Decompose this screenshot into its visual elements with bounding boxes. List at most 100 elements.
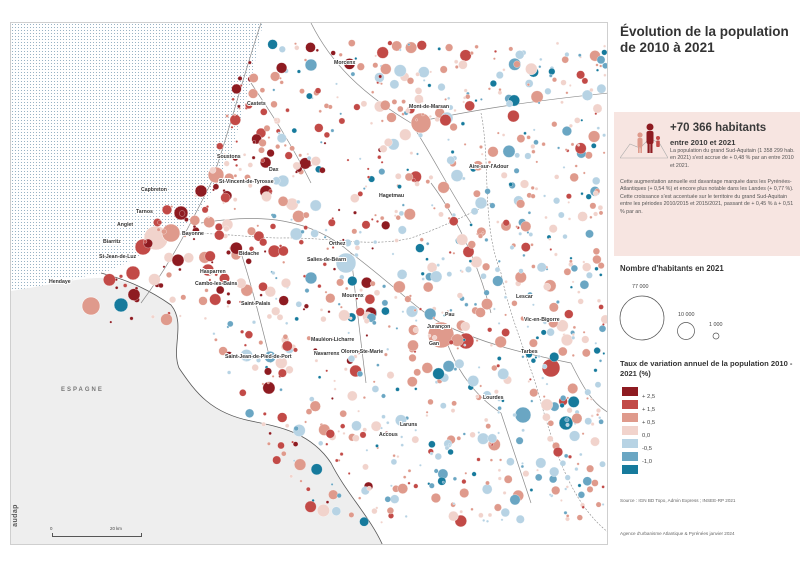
- commune-circle[interactable]: [180, 294, 187, 301]
- commune-circle[interactable]: [401, 310, 405, 314]
- commune-circle[interactable]: [547, 420, 554, 427]
- commune-circle[interactable]: [530, 144, 536, 149]
- commune-circle[interactable]: [558, 415, 574, 431]
- commune-circle[interactable]: [569, 172, 579, 182]
- commune-circle[interactable]: [551, 121, 558, 128]
- commune-circle[interactable]: [482, 484, 493, 495]
- commune-circle[interactable]: [414, 319, 418, 322]
- commune-circle[interactable]: [354, 57, 358, 60]
- commune-circle[interactable]: [401, 203, 405, 207]
- commune-circle[interactable]: [430, 493, 441, 503]
- commune-circle[interactable]: [484, 417, 489, 423]
- commune-circle[interactable]: [564, 487, 568, 491]
- commune-circle[interactable]: [477, 432, 489, 445]
- commune-circle[interactable]: [251, 155, 256, 160]
- commune-circle[interactable]: [432, 367, 445, 380]
- commune-circle[interactable]: [178, 267, 182, 272]
- commune-circle[interactable]: [559, 402, 565, 408]
- commune-circle[interactable]: [574, 117, 581, 124]
- commune-circle[interactable]: [296, 199, 301, 204]
- commune-circle[interactable]: [278, 245, 289, 257]
- commune-circle[interactable]: [526, 135, 531, 140]
- commune-circle[interactable]: [258, 282, 268, 292]
- commune-circle[interactable]: [330, 128, 335, 133]
- commune-circle[interactable]: [382, 284, 387, 289]
- commune-circle[interactable]: [206, 205, 209, 209]
- commune-circle[interactable]: [356, 62, 365, 71]
- commune-circle[interactable]: [542, 395, 546, 398]
- commune-circle[interactable]: [269, 223, 277, 230]
- commune-circle[interactable]: [462, 100, 466, 104]
- commune-circle[interactable]: [546, 328, 555, 337]
- commune-circle[interactable]: [292, 210, 305, 223]
- commune-circle[interactable]: [302, 211, 310, 219]
- commune-circle[interactable]: [302, 274, 307, 278]
- commune-circle[interactable]: [293, 425, 299, 432]
- commune-circle[interactable]: [527, 291, 533, 298]
- commune-circle[interactable]: [415, 243, 425, 253]
- commune-circle[interactable]: [596, 298, 602, 303]
- commune-circle[interactable]: [384, 431, 389, 436]
- commune-circle[interactable]: [386, 507, 394, 515]
- commune-circle[interactable]: [278, 295, 289, 306]
- commune-circle[interactable]: [414, 428, 418, 432]
- commune-circle[interactable]: [258, 146, 265, 154]
- commune-circle[interactable]: [338, 309, 350, 322]
- commune-circle[interactable]: [306, 155, 312, 161]
- commune-circle[interactable]: [525, 62, 538, 76]
- commune-circle[interactable]: [214, 230, 225, 241]
- commune-circle[interactable]: [314, 358, 319, 363]
- commune-circle[interactable]: [194, 184, 208, 198]
- commune-circle[interactable]: [566, 193, 572, 200]
- commune-circle[interactable]: [294, 316, 299, 322]
- commune-circle[interactable]: [430, 203, 434, 207]
- commune-circle[interactable]: [465, 94, 471, 100]
- commune-circle[interactable]: [407, 481, 411, 485]
- commune-circle[interactable]: [358, 157, 362, 161]
- commune-circle[interactable]: [266, 381, 270, 385]
- commune-circle[interactable]: [320, 316, 327, 323]
- commune-circle[interactable]: [567, 217, 572, 221]
- commune-circle[interactable]: [571, 353, 575, 357]
- commune-circle[interactable]: [584, 417, 592, 425]
- commune-circle[interactable]: [581, 335, 590, 344]
- commune-circle[interactable]: [415, 118, 418, 122]
- commune-circle[interactable]: [427, 333, 432, 338]
- commune-circle[interactable]: [231, 97, 235, 101]
- commune-circle[interactable]: [489, 202, 496, 209]
- commune-circle[interactable]: [259, 238, 268, 247]
- commune-circle[interactable]: [509, 494, 521, 506]
- commune-circle[interactable]: [323, 131, 330, 138]
- commune-circle[interactable]: [259, 293, 263, 297]
- commune-circle[interactable]: [425, 414, 429, 417]
- commune-circle[interactable]: [568, 84, 572, 87]
- commune-circle[interactable]: [335, 252, 357, 274]
- commune-circle[interactable]: [487, 146, 499, 158]
- commune-circle[interactable]: [216, 142, 224, 150]
- commune-circle[interactable]: [251, 364, 259, 372]
- commune-circle[interactable]: [291, 174, 295, 178]
- commune-circle[interactable]: [598, 419, 604, 425]
- commune-circle[interactable]: [454, 358, 465, 369]
- commune-circle[interactable]: [499, 458, 503, 462]
- commune-circle[interactable]: [338, 52, 343, 57]
- commune-circle[interactable]: [444, 98, 447, 101]
- commune-circle[interactable]: [335, 82, 338, 86]
- commune-circle[interactable]: [156, 227, 161, 232]
- commune-circle[interactable]: [319, 308, 324, 312]
- commune-circle[interactable]: [460, 121, 465, 126]
- commune-circle[interactable]: [448, 510, 459, 522]
- commune-circle[interactable]: [479, 145, 483, 149]
- commune-circle[interactable]: [594, 341, 598, 345]
- commune-circle[interactable]: [551, 485, 561, 495]
- commune-circle[interactable]: [548, 73, 553, 78]
- commune-circle[interactable]: [439, 114, 452, 126]
- commune-circle[interactable]: [233, 174, 238, 178]
- commune-circle[interactable]: [437, 476, 447, 486]
- commune-circle[interactable]: [386, 371, 395, 379]
- commune-circle[interactable]: [454, 65, 459, 69]
- commune-circle[interactable]: [395, 327, 399, 330]
- commune-circle[interactable]: [393, 280, 406, 294]
- commune-circle[interactable]: [386, 421, 390, 425]
- commune-circle[interactable]: [403, 208, 416, 221]
